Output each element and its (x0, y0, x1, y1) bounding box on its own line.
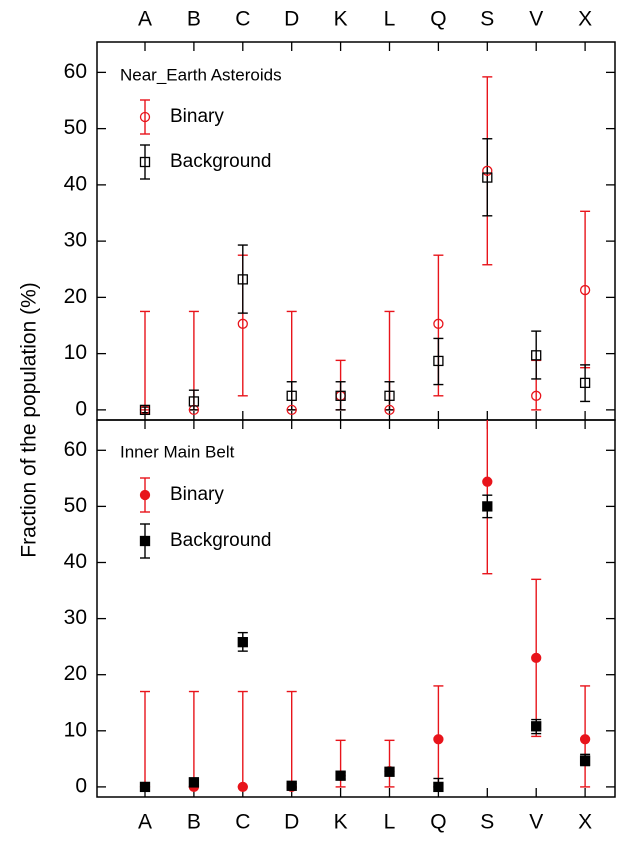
marker (482, 172, 493, 183)
error-bar (188, 690, 199, 788)
x-tick-label: L (384, 811, 396, 834)
error-bar (580, 210, 591, 369)
marker (531, 350, 542, 361)
x-tick-label: B (187, 811, 201, 834)
marker (531, 390, 542, 401)
y-tick-label: 40 (64, 172, 87, 195)
marker (433, 318, 444, 329)
marker (433, 734, 444, 745)
marker (482, 476, 493, 487)
error-bar (140, 690, 150, 788)
y-tick-label: 20 (64, 285, 87, 308)
legend-label: Background (170, 151, 271, 172)
x-tick-label: X (578, 811, 592, 834)
x-tick-label: B (187, 8, 201, 31)
legend-label: Background (170, 530, 271, 551)
x-tick-label: C (235, 811, 250, 834)
marker (335, 770, 346, 781)
marker (384, 390, 395, 401)
legend-label: Binary (170, 106, 224, 127)
plot-frame (96, 419, 616, 798)
error-bar (140, 310, 150, 411)
y-tick-label: 10 (64, 718, 87, 741)
y-tick-label: 20 (64, 662, 87, 685)
marker (482, 165, 493, 176)
y-tick-label: 40 (64, 550, 87, 573)
x-tick-label: V (529, 8, 543, 31)
error-bar (237, 244, 248, 314)
x-tick-label: Q (430, 8, 446, 31)
marker (335, 390, 346, 401)
error-bar (286, 690, 297, 788)
x-tick-label: S (480, 8, 494, 31)
marker (433, 781, 444, 793)
marker (433, 355, 444, 367)
marker (286, 390, 297, 401)
panel-title: Inner Main Belt (120, 442, 235, 461)
y-tick-label: 0 (75, 397, 87, 420)
y-tick-label: 50 (64, 494, 87, 517)
x-tick-label: D (284, 811, 299, 834)
y-tick-label: 60 (64, 438, 87, 461)
marker (237, 637, 248, 648)
x-tick-label: A (138, 8, 152, 31)
x-tick-label: Q (430, 811, 446, 834)
plot-frame (96, 41, 616, 421)
marker (237, 781, 248, 793)
y-tick-label: 50 (64, 116, 87, 139)
x-tick-label: X (578, 8, 592, 31)
y-tick-label: 60 (64, 60, 87, 83)
x-tick-label: A (138, 811, 152, 834)
plot-area (139, 76, 591, 416)
marker (139, 404, 151, 416)
error-bar (482, 138, 493, 217)
marker (579, 734, 591, 745)
error-bar (237, 690, 248, 788)
marker (237, 318, 248, 329)
marker (237, 274, 248, 285)
x-tick-label: C (235, 8, 250, 31)
error-bar (335, 381, 346, 411)
plot-area (139, 420, 591, 793)
marker (286, 780, 297, 791)
error-bar (580, 364, 591, 403)
x-tick-label: L (384, 8, 396, 31)
y-tick-label: 30 (64, 229, 87, 252)
y-tick-label: 0 (75, 774, 87, 797)
marker (384, 766, 395, 777)
panel-title: Near_Earth Asteroids (120, 65, 282, 84)
y-axis-label: Fraction of the population (%) (18, 282, 41, 557)
x-tick-label: D (284, 8, 299, 31)
marker (139, 489, 151, 501)
marker (139, 781, 151, 793)
marker (579, 755, 591, 766)
x-tick-label: K (334, 8, 348, 31)
x-tick-label: K (334, 811, 348, 834)
y-tick-label: 10 (64, 341, 87, 364)
error-bar (531, 330, 542, 380)
error-bar (433, 337, 444, 386)
marker (286, 404, 297, 416)
marker (482, 501, 493, 512)
marker (531, 652, 542, 664)
marker (139, 535, 151, 547)
y-tick-label: 30 (64, 606, 87, 629)
marker (188, 777, 200, 788)
marker (579, 377, 591, 389)
legend-label: Binary (170, 484, 224, 505)
error-bar (384, 739, 395, 788)
marker (188, 396, 200, 407)
marker (579, 284, 591, 296)
x-tick-label: V (529, 811, 543, 834)
marker (139, 111, 151, 123)
marker (531, 721, 542, 732)
error-bar (188, 389, 199, 411)
marker (139, 156, 151, 168)
x-tick-label: S (480, 811, 494, 834)
marker (384, 404, 395, 416)
